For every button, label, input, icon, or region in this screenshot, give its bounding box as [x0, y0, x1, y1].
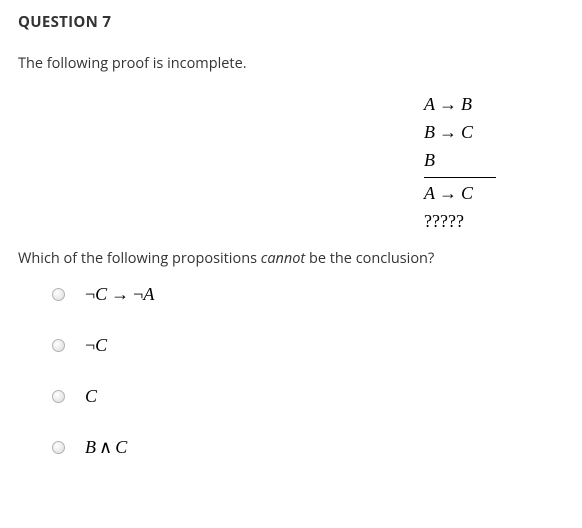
option-4[interactable]: B∧C	[52, 437, 564, 458]
option-var: C	[95, 284, 107, 304]
option-3[interactable]: C	[52, 386, 564, 407]
option-var: B	[85, 437, 96, 457]
arrow-icon: →	[435, 183, 461, 203]
question-post: be the conclusion?	[305, 249, 434, 268]
proof-var: A	[424, 94, 435, 114]
neg-icon: ¬	[85, 284, 95, 304]
proof-block: A→B B→C B A→C ?????	[424, 91, 496, 235]
arrow-icon: →	[107, 284, 133, 304]
radio-option-1[interactable]	[52, 288, 65, 301]
neg-icon: ¬	[85, 335, 95, 355]
intro-text: The following proof is incomplete.	[18, 54, 564, 73]
radio-option-4[interactable]	[52, 441, 65, 454]
inference-bar	[424, 177, 496, 178]
option-var: A	[143, 284, 154, 304]
question-emph: cannot	[261, 249, 305, 268]
neg-icon: ¬	[133, 284, 143, 304]
proof-premise-1: A→B	[424, 91, 496, 119]
proof-var: B	[461, 94, 472, 114]
proof-var: B	[424, 122, 435, 142]
option-2-label: ¬C	[85, 335, 107, 356]
question-header: QUESTION 7	[18, 12, 564, 32]
proof-premise-3: B	[424, 147, 496, 175]
proof-unknown: ?????	[424, 208, 496, 236]
options-list: ¬C→¬A ¬C C B∧C	[18, 284, 564, 458]
option-4-label: B∧C	[85, 437, 127, 458]
option-1-label: ¬C→¬A	[85, 284, 154, 305]
radio-option-2[interactable]	[52, 339, 65, 352]
proof-var: B	[424, 150, 435, 170]
question-text: Which of the following propositions cann…	[18, 249, 564, 268]
proof-conclusion-1: A→C	[424, 180, 496, 208]
option-var: C	[85, 386, 97, 406]
wedge-icon: ∧	[96, 437, 115, 457]
proof-var: C	[461, 122, 473, 142]
radio-option-3[interactable]	[52, 390, 65, 403]
option-var: C	[95, 335, 107, 355]
proof-var: A	[424, 183, 435, 203]
option-2[interactable]: ¬C	[52, 335, 564, 356]
option-1[interactable]: ¬C→¬A	[52, 284, 564, 305]
proof-premise-2: B→C	[424, 119, 496, 147]
proof-var: C	[461, 183, 473, 203]
question-pre: Which of the following propositions	[18, 249, 261, 268]
arrow-icon: →	[435, 122, 461, 142]
option-var: C	[115, 437, 127, 457]
arrow-icon: →	[435, 94, 461, 114]
option-3-label: C	[85, 386, 97, 407]
